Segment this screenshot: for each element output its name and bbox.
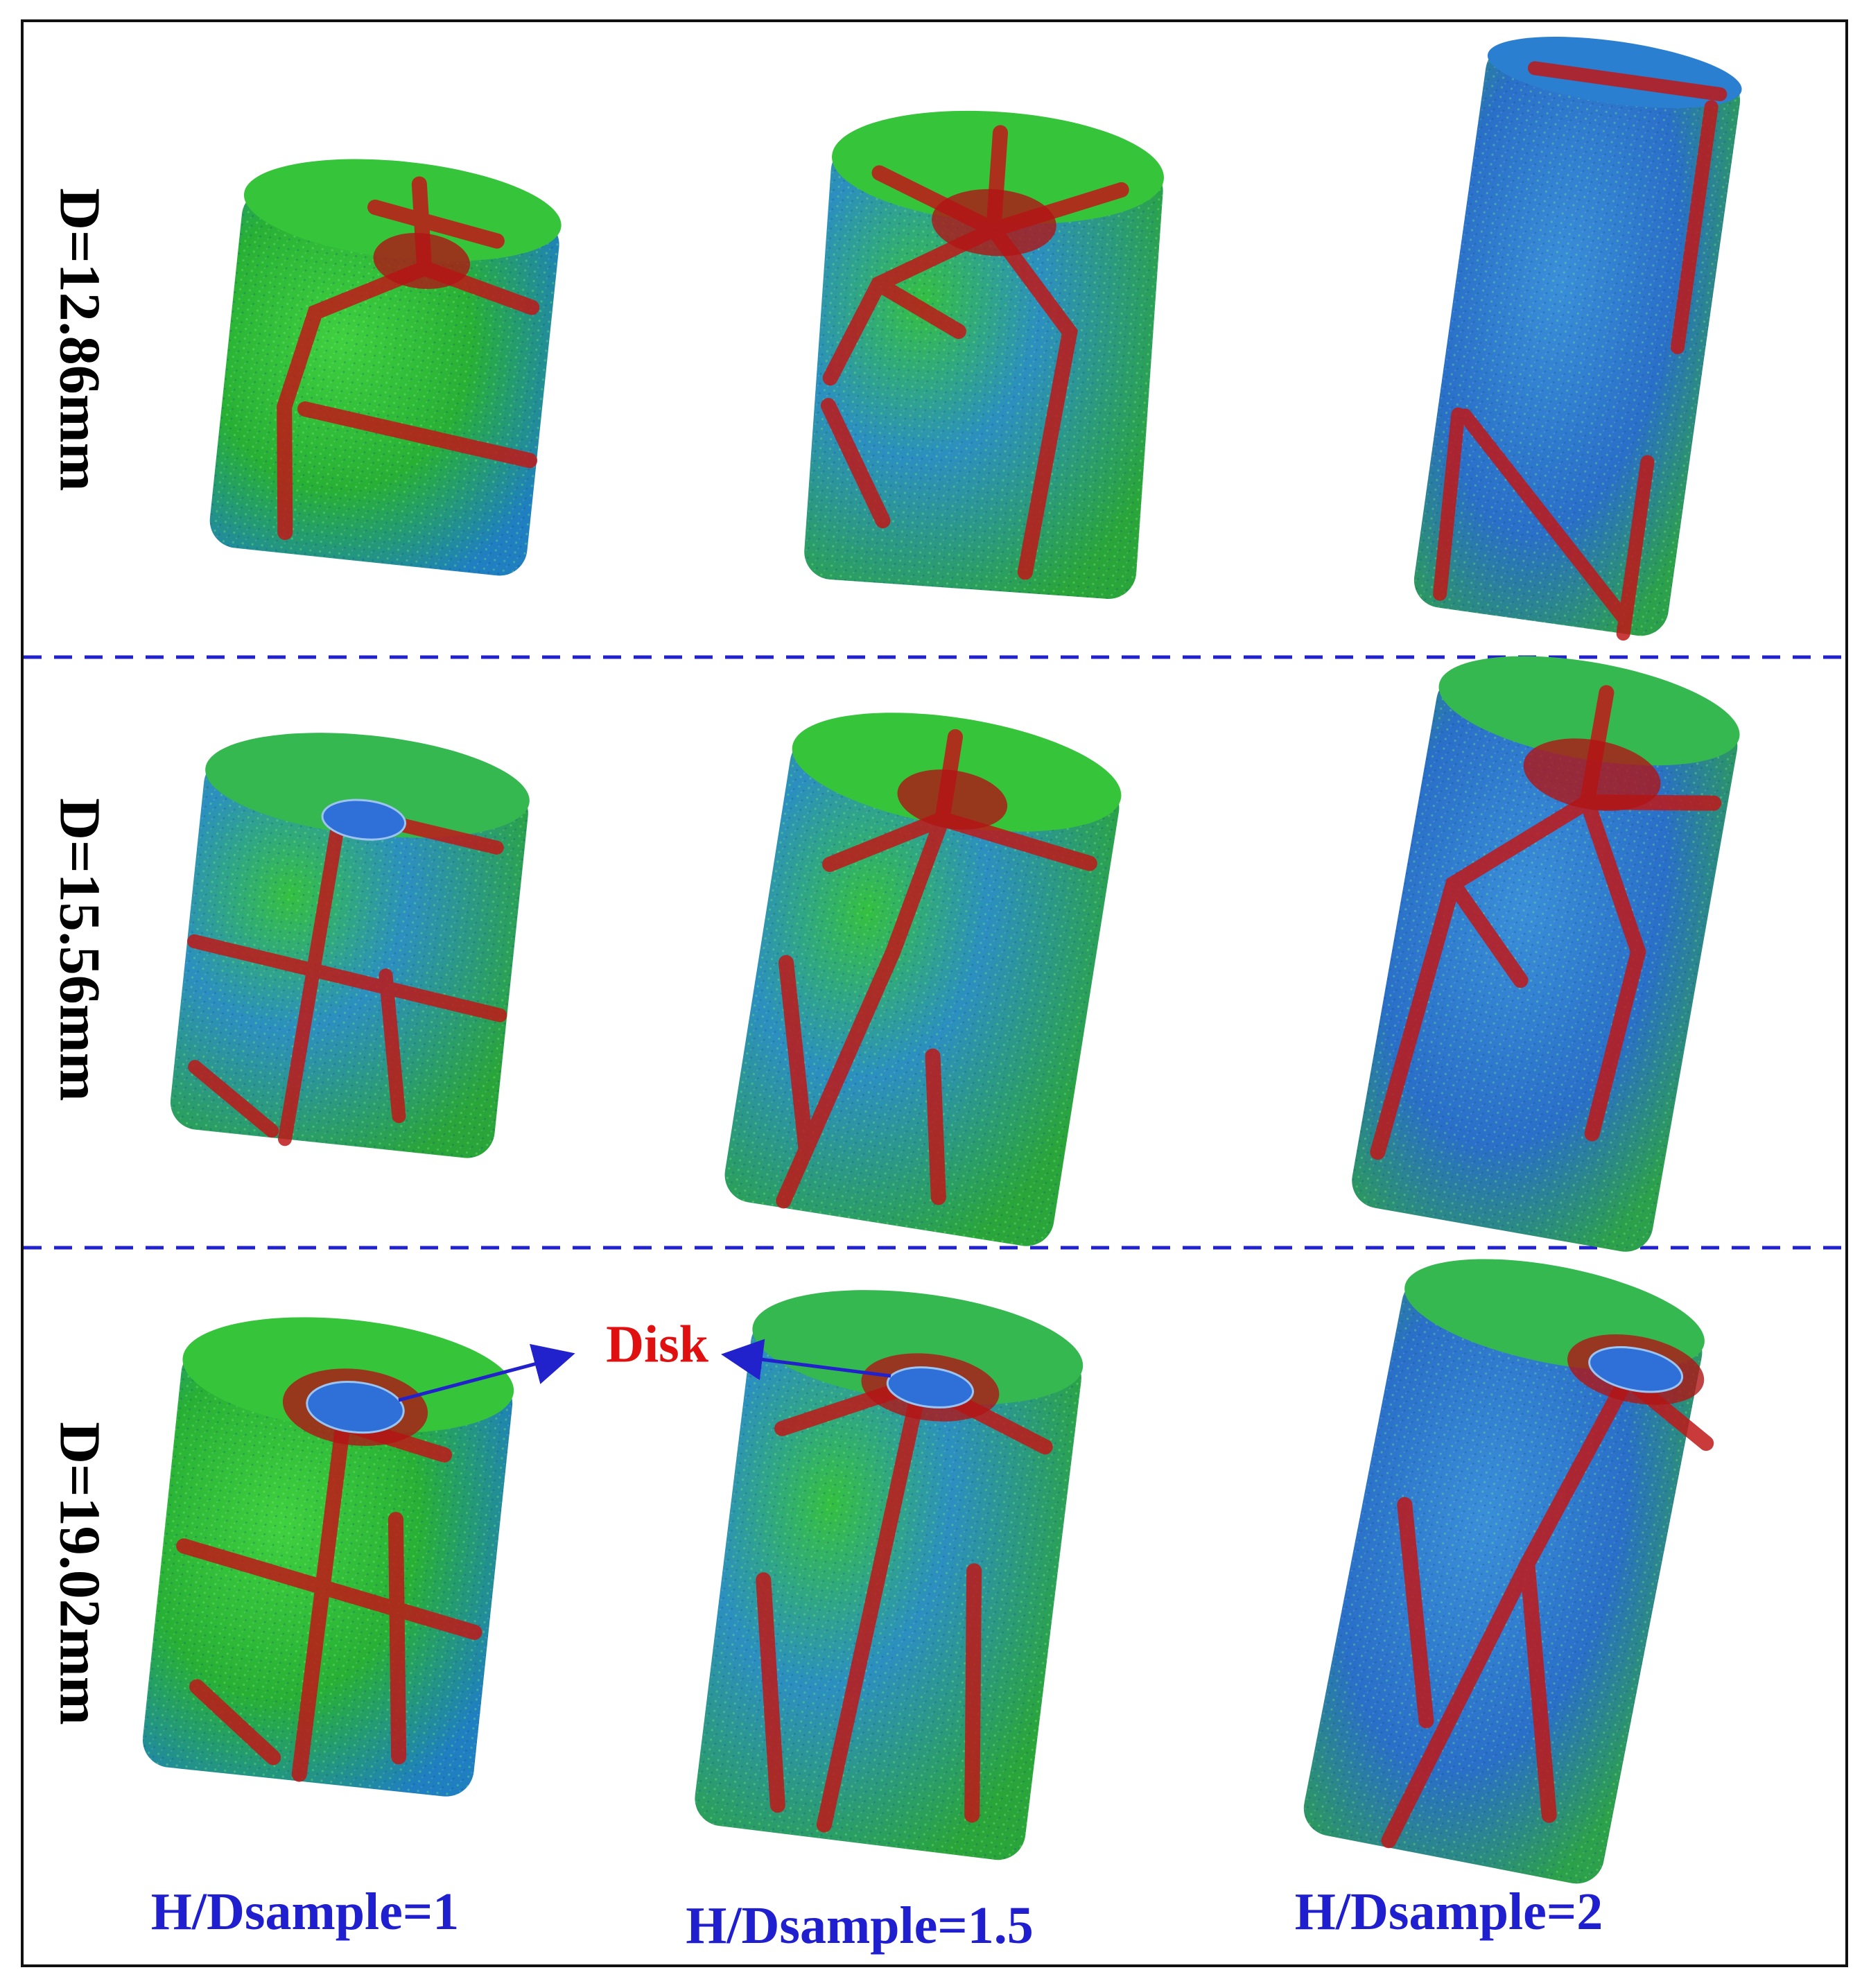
specimen-r2-c1 bbox=[170, 733, 530, 1158]
specimen-r1-c3 bbox=[1413, 37, 1742, 641]
disk-arrow-left bbox=[398, 1343, 575, 1402]
row-label-3: D=19.02mm bbox=[47, 1422, 112, 1725]
column-label-2: H/Dsample=1.5 bbox=[686, 1897, 1034, 1955]
disk-r3-c1 bbox=[306, 1381, 405, 1434]
specimen-r1-c2 bbox=[804, 110, 1164, 599]
row-label-1: D=12.86mm bbox=[47, 188, 112, 491]
disk-r2-c1 bbox=[321, 799, 407, 841]
specimen-r3-c3 bbox=[1303, 1259, 1714, 1884]
specimen-r1-c1 bbox=[209, 159, 562, 576]
figure-frame bbox=[21, 19, 1848, 1967]
disk-r3-c3 bbox=[1588, 1346, 1684, 1393]
column-label-3: H/Dsample=2 bbox=[1294, 1883, 1603, 1941]
row-label-2: D=15.56mm bbox=[47, 798, 112, 1101]
disk-annotation: Disk bbox=[606, 1315, 708, 1374]
specimen-r3-c1 bbox=[142, 1317, 514, 1797]
specimen-r2-c2 bbox=[724, 713, 1122, 1246]
specimen-r2-c3 bbox=[1352, 656, 1740, 1252]
disk-r3-c2 bbox=[886, 1366, 975, 1409]
column-label-1: H/Dsample=1 bbox=[150, 1883, 460, 1941]
specimen-r3-c2 bbox=[695, 1290, 1084, 1860]
disk-arrow-right bbox=[721, 1339, 891, 1381]
